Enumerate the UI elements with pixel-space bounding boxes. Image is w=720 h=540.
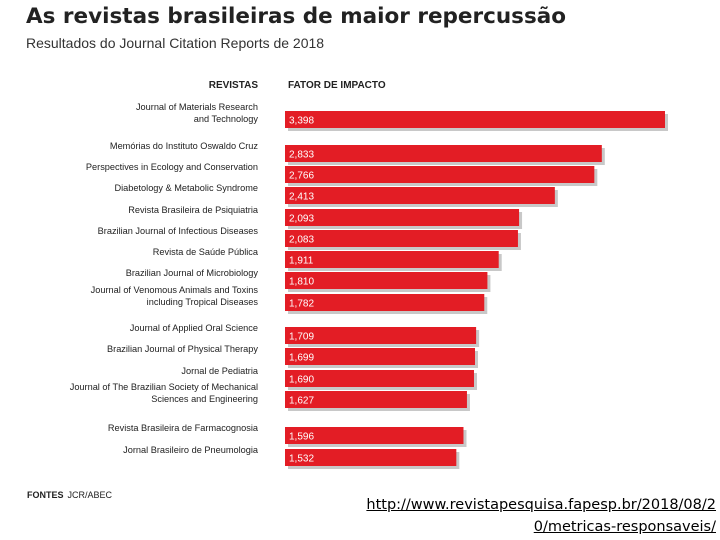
bars-group: 3,398 Journal of Materials Research and Te…: [70, 102, 668, 469]
bar: [285, 145, 602, 162]
category-label-line: Journal of Venomous Animals and Toxins: [91, 285, 259, 295]
category-label: Perspectives in Ecology and Conservation: [86, 162, 258, 172]
bar: [285, 111, 665, 128]
category-label-line: Sciences and Engineering: [151, 394, 258, 404]
category-label-line: Diabetology & Metabolic Syndrome: [114, 183, 258, 193]
category-label-line: Journal of Materials Research: [136, 102, 258, 112]
bar: [285, 449, 457, 466]
category-label: Brazilian Journal of Infectious Diseases: [98, 226, 259, 236]
category-label: Diabetology & Metabolic Syndrome: [114, 183, 258, 193]
category-label: Journal of The Brazilian Society of Mech…: [70, 382, 258, 404]
category-label-line: Revista Brasileira de Farmacognosia: [108, 423, 259, 433]
bar-value-label: 3,398: [289, 116, 314, 127]
bar-chart: REVISTAS FATOR DE IMPACTO 3,398 Journal o…: [70, 80, 668, 469]
category-label-line: Jornal de Pediatria: [181, 366, 258, 376]
category-label: Journal of Venomous Animals and Toxins in…: [91, 285, 259, 307]
bar: [285, 166, 595, 183]
source-link[interactable]: http://www.revistapesquisa.fapesp.br/201…: [366, 497, 716, 535]
category-label-line: Brazilian Journal of Infectious Diseases: [98, 226, 259, 236]
bar: [285, 327, 477, 344]
category-label-line: Jornal Brasileiro de Pneumologia: [123, 445, 259, 455]
category-label-line: Brazilian Journal of Microbiology: [126, 268, 259, 278]
chart-title: As revistas brasileiras de maior repercu…: [26, 4, 567, 29]
category-label-line: Revista de Saúde Pública: [153, 247, 259, 257]
bar-value-label: 1,810: [289, 277, 314, 288]
bar: [285, 391, 467, 408]
bar: [285, 348, 475, 365]
bar-value-label: 1,699: [289, 353, 314, 364]
column-header-journals: REVISTAS: [209, 80, 259, 91]
category-label: Memórias do Instituto Oswaldo Cruz: [110, 141, 258, 151]
bar: [285, 187, 555, 204]
category-label: Revista Brasileira de Farmacognosia: [108, 423, 259, 433]
category-label: Jornal de Pediatria: [181, 366, 258, 376]
bar: [285, 251, 499, 268]
category-label-line: including Tropical Diseases: [147, 297, 259, 307]
bar-value-label: 1,596: [289, 432, 314, 443]
bar: [285, 272, 488, 289]
chart-subtitle: Resultados do Journal Citation Reports d…: [26, 35, 325, 51]
category-label-line: Memórias do Instituto Oswaldo Cruz: [110, 141, 258, 151]
category-label: Journal of Materials Research and Technol…: [136, 102, 258, 124]
category-label: Brazilian Journal of Microbiology: [126, 268, 259, 278]
category-label-line: Journal of Applied Oral Science: [130, 323, 258, 333]
category-label-line: and Technology: [194, 114, 259, 124]
category-label: Jornal Brasileiro de Pneumologia: [123, 445, 259, 455]
bar-value-label: 2,833: [289, 150, 314, 161]
bar: [285, 294, 485, 311]
bar-value-label: 1,690: [289, 375, 314, 386]
category-label-line: Journal of The Brazilian Society of Mech…: [70, 382, 258, 392]
bar: [285, 427, 464, 444]
bar-value-label: 1,782: [289, 299, 314, 310]
category-label-line: Perspectives in Ecology and Conservation: [86, 162, 258, 172]
bar-value-label: 1,911: [289, 256, 314, 267]
category-label: Journal of Applied Oral Science: [130, 323, 258, 333]
sources-text: JCR/ABEC: [67, 490, 113, 500]
bar-value-label: 2,413: [289, 192, 314, 203]
bar-value-label: 1,627: [289, 396, 314, 407]
sources-note: FONTES JCR/ABEC: [27, 490, 112, 500]
category-label: Revista de Saúde Pública: [153, 247, 259, 257]
category-label: Revista Brasileira de Psiquiatria: [128, 205, 259, 215]
bar-value-label: 1,709: [289, 332, 314, 343]
bar: [285, 209, 520, 226]
bar: [285, 370, 474, 387]
category-label-line: Revista Brasileira de Psiquiatria: [128, 205, 259, 215]
column-header-impact-factor: FATOR DE IMPACTO: [288, 80, 386, 91]
bar-value-label: 1,532: [289, 454, 314, 465]
bar-value-label: 2,766: [289, 171, 314, 182]
bar-value-label: 2,093: [289, 214, 314, 225]
category-label: Brazilian Journal of Physical Therapy: [107, 344, 258, 354]
category-label-line: Brazilian Journal of Physical Therapy: [107, 344, 258, 354]
sources-label: FONTES: [27, 490, 64, 500]
bar: [285, 230, 518, 247]
bar-value-label: 2,083: [289, 235, 314, 246]
